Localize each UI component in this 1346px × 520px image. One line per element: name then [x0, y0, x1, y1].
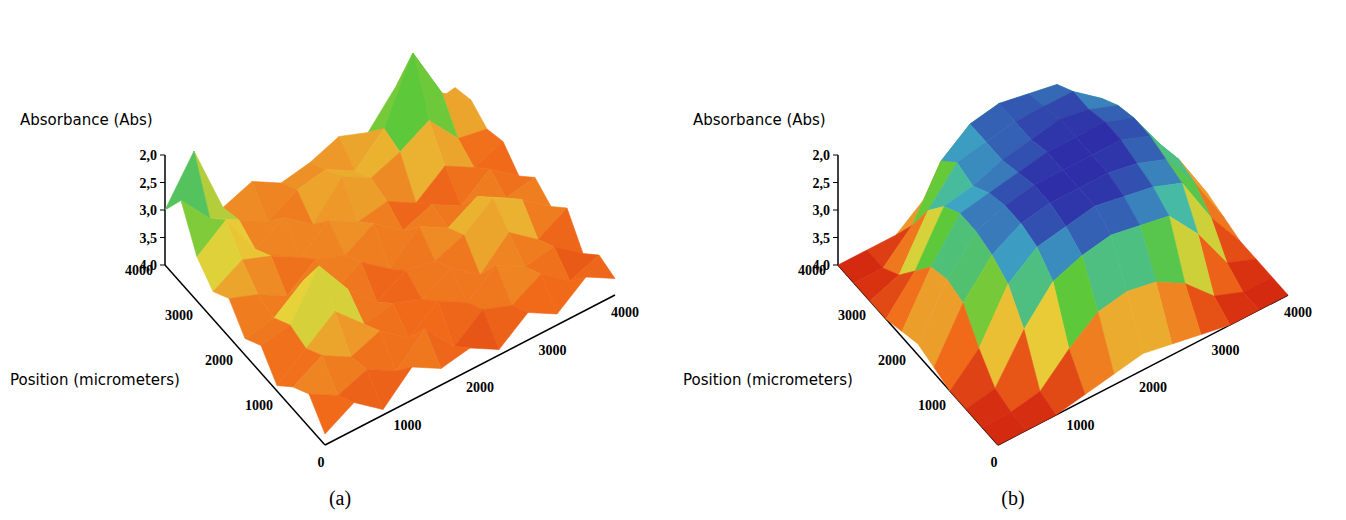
- svg-text:3,0: 3,0: [813, 203, 831, 218]
- svg-text:1000: 1000: [394, 418, 422, 433]
- svg-text:4000: 4000: [611, 305, 639, 320]
- svg-text:3000: 3000: [1212, 343, 1240, 358]
- svg-text:3000: 3000: [539, 343, 567, 358]
- svg-text:3000: 3000: [838, 308, 866, 323]
- svg-text:2,5: 2,5: [813, 176, 831, 191]
- svg-text:3,5: 3,5: [140, 231, 158, 246]
- svg-text:Position (micrometers): Position (micrometers): [683, 371, 853, 389]
- svg-text:2,0: 2,0: [140, 148, 158, 163]
- svg-text:Position (micrometers): Position (micrometers): [10, 371, 180, 389]
- svg-text:3000: 3000: [165, 308, 193, 323]
- svg-text:1000: 1000: [918, 398, 946, 413]
- svg-text:2,0: 2,0: [813, 148, 831, 163]
- svg-text:2,5: 2,5: [140, 176, 158, 191]
- svg-text:3,5: 3,5: [813, 231, 831, 246]
- svg-text:4000: 4000: [798, 263, 826, 278]
- svg-text:0: 0: [318, 455, 325, 470]
- svg-text:Absorbance (Abs): Absorbance (Abs): [693, 111, 826, 129]
- svg-text:3,0: 3,0: [140, 203, 158, 218]
- svg-text:Absorbance (Abs): Absorbance (Abs): [20, 111, 153, 129]
- svg-text:1000: 1000: [1067, 418, 1095, 433]
- svg-text:2000: 2000: [878, 353, 906, 368]
- svg-text:4000: 4000: [1284, 305, 1312, 320]
- svg-text:1000: 1000: [245, 398, 273, 413]
- svg-text:2000: 2000: [205, 353, 233, 368]
- svg-text:2000: 2000: [466, 380, 494, 395]
- svg-text:(b): (b): [1001, 487, 1024, 510]
- svg-text:2000: 2000: [1139, 380, 1167, 395]
- svg-text:(a): (a): [329, 487, 351, 510]
- svg-text:4000: 4000: [125, 263, 153, 278]
- svg-text:0: 0: [991, 455, 998, 470]
